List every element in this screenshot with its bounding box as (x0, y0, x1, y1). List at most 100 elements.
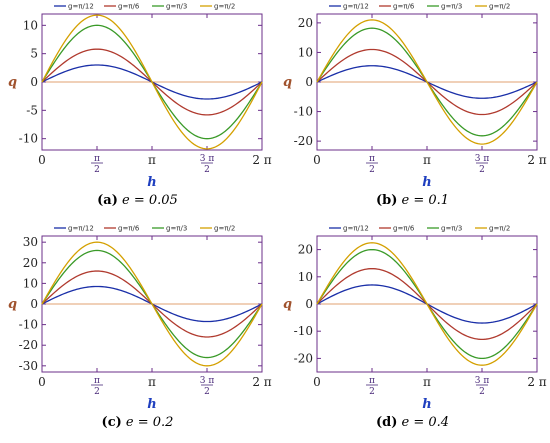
x-tick-label: π (423, 153, 431, 167)
legend-label: g=π/12 (68, 3, 94, 11)
x-tick-denominator: 2 (94, 165, 100, 175)
panel-caption: (a) e = 0.05 (0, 193, 275, 208)
series-line (316, 242, 538, 366)
y-tick-label: 10 (298, 270, 313, 284)
legend-label: g=π/3 (441, 3, 462, 11)
panel-caption: (c) e = 0.2 (0, 415, 275, 430)
caption-expression: e = 0.4 (397, 415, 450, 430)
legend-label: g=π/12 (343, 225, 369, 233)
legend-entry: g=π/3 (152, 3, 187, 11)
y-tick-label: -10 (19, 318, 38, 332)
x-tick-label: π2 (91, 376, 104, 397)
legend-entry: g=π/6 (379, 225, 415, 233)
x-tick-label: 0 (313, 153, 321, 167)
panel-caption: (b) e = 0.1 (275, 193, 550, 208)
caption-expression: e = 0.2 (121, 415, 174, 430)
x-tick-numerator: π (369, 376, 375, 386)
x-tick-label: π (423, 375, 431, 389)
y-tick-label: -20 (294, 351, 313, 365)
caption-expression: e = 0.05 (117, 193, 178, 208)
legend-entry: g=π/2 (475, 3, 510, 11)
legend-label: g=π/2 (489, 3, 510, 11)
legend-entry: g=π/3 (427, 3, 462, 11)
x-tick-numerator: 3 π (200, 376, 215, 386)
legend-entry: g=π/12 (54, 225, 94, 233)
y-tick-label: -10 (294, 105, 313, 119)
y-axis-label: q (283, 75, 292, 90)
x-tick-denominator: 2 (479, 387, 485, 397)
x-tick-label: 2 π (252, 153, 271, 167)
legend-label: g=π/2 (214, 225, 235, 233)
y-tick-label: 20 (298, 16, 313, 30)
y-tick-label: -20 (294, 134, 313, 148)
y-tick-label: -5 (26, 103, 38, 117)
x-tick-label: π2 (366, 154, 379, 175)
x-tick-label: π2 (366, 376, 379, 397)
legend-entry: g=π/2 (475, 225, 510, 233)
x-tick-label: 3 π2 (475, 154, 490, 175)
legend-entry: g=π/2 (200, 3, 235, 11)
x-tick-denominator: 2 (369, 165, 375, 175)
y-tick-label: -20 (19, 338, 38, 352)
x-tick-numerator: π (94, 376, 100, 386)
x-tick-label: 2 π (527, 375, 546, 389)
y-axis-label: q (8, 297, 17, 312)
y-tick-label: 0 (305, 75, 313, 89)
y-tick-label: 20 (23, 256, 38, 270)
legend-label: g=π/6 (118, 225, 140, 233)
caption-tag: (d) (375, 415, 398, 430)
series-line (41, 241, 263, 367)
x-axis-label: h (422, 397, 431, 412)
y-tick-label: 5 (30, 47, 38, 61)
caption-tag: (a) (97, 193, 118, 208)
legend-label: g=π/6 (393, 3, 415, 11)
series-line (41, 14, 263, 150)
legend-entry: g=π/12 (329, 225, 369, 233)
y-tick-label: 20 (298, 243, 313, 257)
x-tick-label: 3 π2 (200, 154, 215, 175)
y-tick-label: 30 (23, 235, 38, 249)
x-tick-denominator: 2 (204, 165, 210, 175)
legend-label: g=π/6 (118, 3, 140, 11)
x-axis-label: h (147, 175, 156, 190)
x-tick-label: π (148, 375, 156, 389)
legend-label: g=π/12 (343, 3, 369, 11)
legend-label: g=π/2 (214, 3, 235, 11)
caption-tag: (b) (375, 193, 398, 208)
legend-entry: g=π/6 (379, 3, 415, 11)
x-tick-numerator: π (369, 154, 375, 164)
y-tick-label: -10 (294, 324, 313, 338)
legend-label: g=π/3 (166, 225, 187, 233)
series-line (316, 19, 538, 145)
x-tick-label: 0 (313, 375, 321, 389)
y-tick-label: 0 (305, 297, 313, 311)
legend-entry: g=π/12 (54, 3, 94, 11)
x-tick-numerator: 3 π (475, 376, 490, 386)
y-tick-label: 0 (30, 75, 38, 89)
x-tick-numerator: 3 π (475, 154, 490, 164)
x-tick-label: 3 π2 (200, 376, 215, 397)
y-tick-label: -10 (19, 132, 38, 146)
legend-label: g=π/2 (489, 225, 510, 233)
legend-entry: g=π/3 (152, 225, 187, 233)
panel-caption: (d) e = 0.4 (275, 415, 550, 430)
x-tick-denominator: 2 (479, 165, 485, 175)
x-tick-label: π (148, 153, 156, 167)
legend-entry: g=π/6 (104, 3, 140, 11)
y-tick-label: 10 (23, 18, 38, 32)
y-tick-label: -30 (19, 359, 38, 373)
x-tick-numerator: 3 π (200, 154, 215, 164)
legend-label: g=π/3 (166, 3, 187, 11)
legend-label: g=π/6 (393, 225, 415, 233)
x-axis-label: h (422, 175, 431, 190)
y-tick-label: 10 (298, 45, 313, 59)
legend-entry: g=π/3 (427, 225, 462, 233)
legend-entry: g=π/6 (104, 225, 140, 233)
